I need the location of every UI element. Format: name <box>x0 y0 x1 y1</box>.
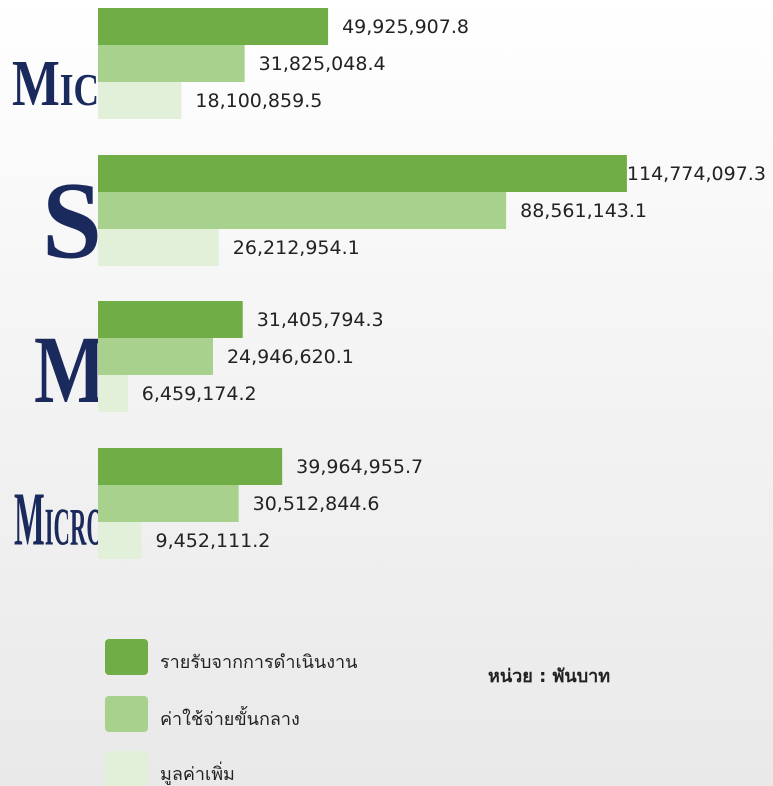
value-label: 114,774,097.3 <box>627 163 766 185</box>
value-label: 31,825,048.4 <box>259 53 386 75</box>
legend-swatch <box>105 639 148 675</box>
bar <box>98 155 627 192</box>
legend-label: ค่าใช้จ่ายขั้นกลาง <box>160 706 300 730</box>
bar <box>98 192 507 229</box>
category-label: M <box>34 316 106 423</box>
value-label: 24,946,620.1 <box>227 346 354 368</box>
bar <box>98 522 142 559</box>
bar <box>98 8 329 45</box>
unit-label: หน่วย : พันบาท <box>488 666 610 687</box>
value-label: 18,100,859.5 <box>195 90 322 112</box>
value-label: 49,925,907.8 <box>342 16 469 38</box>
value-label: 30,512,844.6 <box>253 493 380 515</box>
bar <box>98 485 239 522</box>
bar <box>98 338 213 375</box>
bar <box>98 229 219 266</box>
bar <box>98 448 283 485</box>
bar <box>98 45 245 82</box>
value-label: 6,459,174.2 <box>142 383 257 405</box>
bar <box>98 82 182 119</box>
value-label: 88,561,143.1 <box>520 200 647 222</box>
category-label: Micro <box>14 477 104 561</box>
legend-swatch <box>105 696 148 732</box>
category-label: S <box>42 159 102 281</box>
legend-label: รายรับจากการดำเนินงาน <box>160 652 357 673</box>
value-label: 9,452,111.2 <box>156 530 271 552</box>
bar <box>98 375 128 412</box>
legend-label: มูลค่าเพิ่ม <box>160 761 235 785</box>
value-label: 26,212,954.1 <box>233 237 360 259</box>
legend-swatch <box>105 751 148 786</box>
value-label: 39,964,955.7 <box>296 456 423 478</box>
bar <box>98 301 243 338</box>
value-label: 31,405,794.3 <box>257 309 384 331</box>
